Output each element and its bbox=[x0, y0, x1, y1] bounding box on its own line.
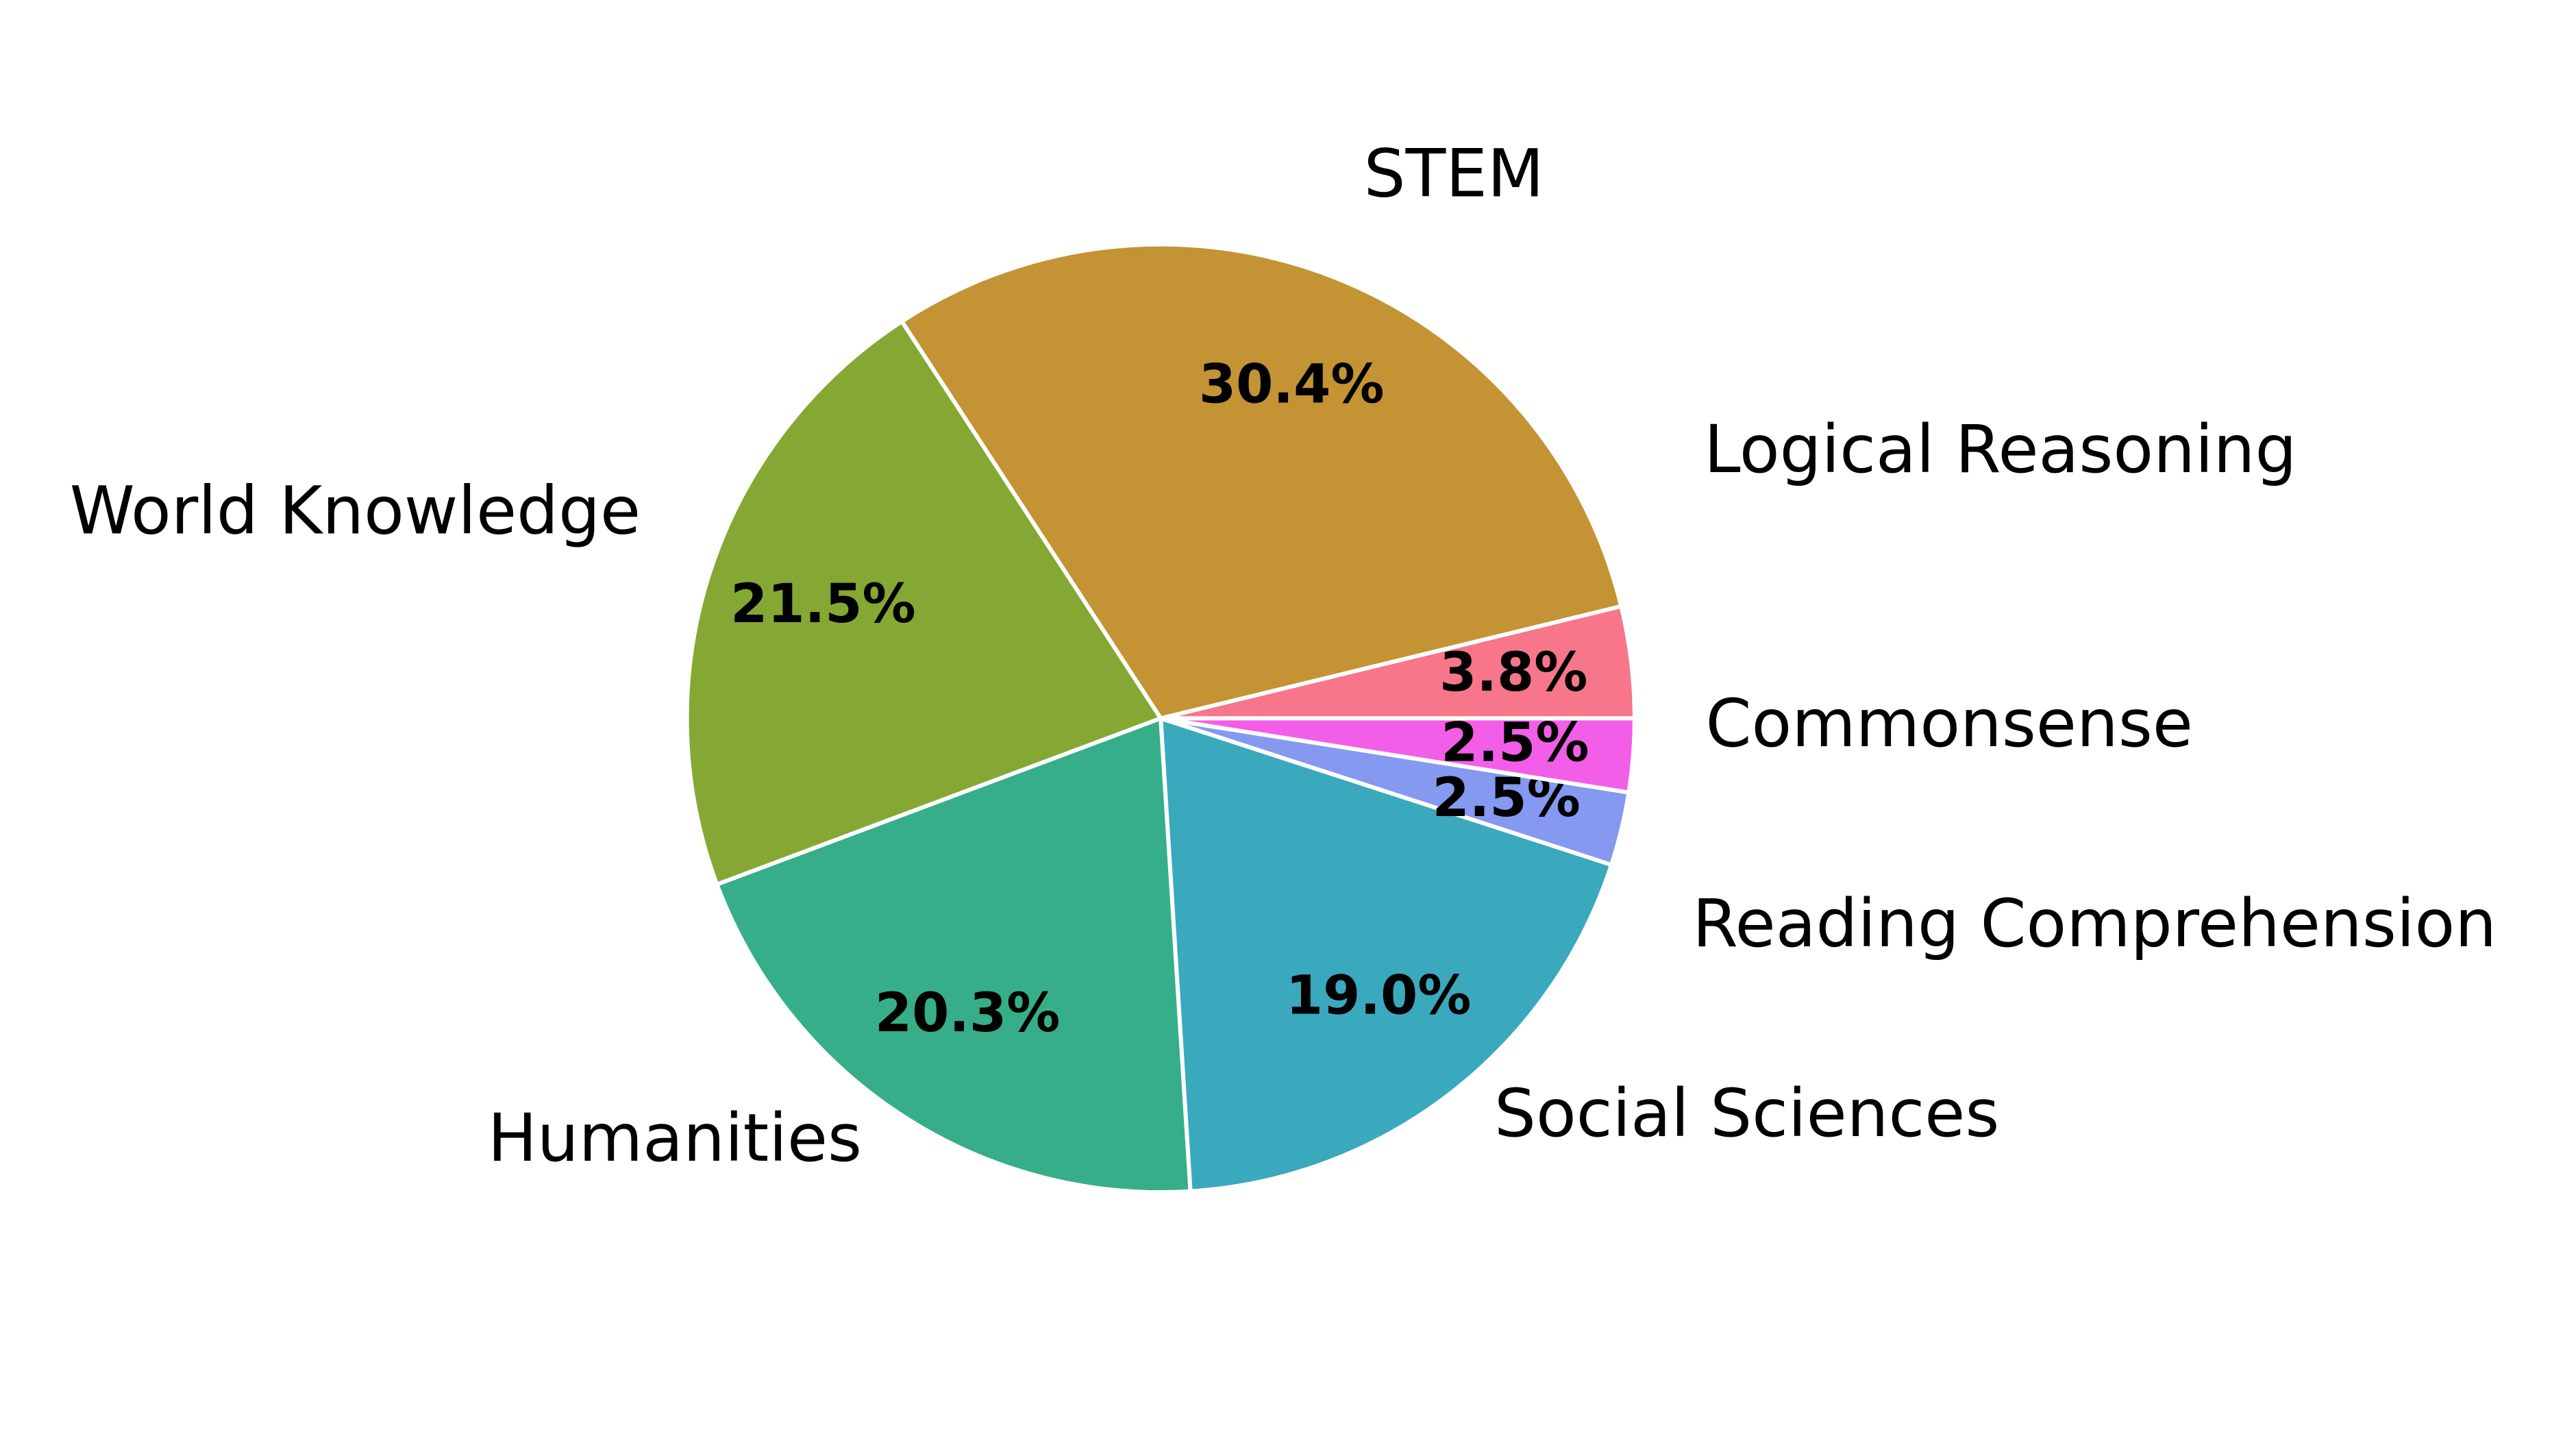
category-label: Humanities bbox=[488, 1100, 862, 1176]
pie-slice bbox=[715, 716, 1193, 1195]
value-label: 21.5% bbox=[730, 574, 916, 635]
value-label: 30.4% bbox=[1199, 354, 1385, 416]
category-label: STEM bbox=[1364, 136, 1544, 212]
value-label: 19.0% bbox=[1286, 965, 1472, 1027]
pie-slice bbox=[1159, 716, 1637, 795]
value-label: 3.8% bbox=[1439, 642, 1587, 704]
category-label: Commonsense bbox=[1706, 685, 2193, 762]
pie-slice bbox=[684, 319, 1163, 887]
pie-slice bbox=[1159, 716, 1614, 1194]
category-label: Logical Reasoning bbox=[1704, 411, 2296, 488]
category-label: World Knowledge bbox=[70, 472, 641, 549]
value-label: 20.3% bbox=[875, 983, 1061, 1044]
pie-slice bbox=[900, 242, 1624, 721]
value-label: 2.5% bbox=[1441, 713, 1589, 774]
category-label: Reading Comprehension bbox=[1692, 885, 2497, 962]
category-label: Social Sciences bbox=[1494, 1075, 1999, 1152]
